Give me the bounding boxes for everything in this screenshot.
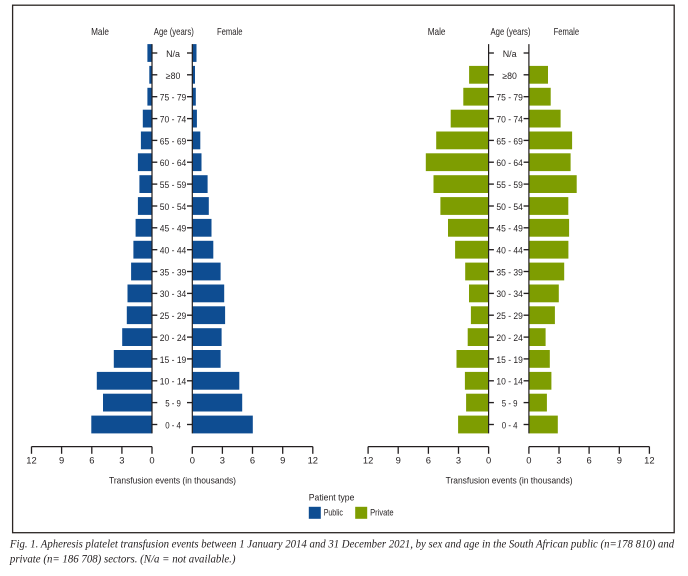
- svg-text:30 - 34: 30 - 34: [496, 289, 523, 299]
- svg-text:65 - 69: 65 - 69: [160, 136, 187, 146]
- svg-text:3: 3: [556, 454, 561, 465]
- svg-text:70 - 74: 70 - 74: [496, 115, 523, 125]
- svg-text:9: 9: [59, 454, 64, 465]
- svg-text:Fig. 1. Apheresis platelet tra: Fig. 1. Apheresis platelet transfusion e…: [9, 538, 675, 550]
- svg-text:20 - 24: 20 - 24: [496, 333, 523, 343]
- svg-text:15 - 19: 15 - 19: [496, 355, 523, 365]
- svg-text:25 - 29: 25 - 29: [160, 311, 187, 321]
- svg-text:9: 9: [617, 454, 622, 465]
- svg-text:6: 6: [250, 454, 255, 465]
- svg-text:Female: Female: [217, 27, 243, 38]
- svg-text:15 - 19: 15 - 19: [160, 355, 187, 365]
- svg-text:60 - 64: 60 - 64: [496, 158, 523, 168]
- svg-text:55 - 59: 55 - 59: [160, 180, 187, 190]
- svg-text:N/a: N/a: [503, 49, 517, 59]
- svg-text:6: 6: [426, 454, 431, 465]
- svg-text:75 - 79: 75 - 79: [160, 93, 187, 103]
- svg-text:N/a: N/a: [166, 49, 180, 59]
- svg-text:50 - 54: 50 - 54: [496, 202, 523, 212]
- svg-text:Male: Male: [91, 27, 109, 38]
- svg-text:Public: Public: [324, 507, 343, 518]
- svg-text:0: 0: [486, 454, 491, 465]
- svg-text:35 - 39: 35 - 39: [496, 267, 523, 277]
- svg-text:40 - 44: 40 - 44: [160, 246, 187, 256]
- svg-text:45 - 49: 45 - 49: [496, 224, 523, 234]
- svg-text:65 - 69: 65 - 69: [496, 136, 523, 146]
- svg-text:3: 3: [456, 454, 461, 465]
- svg-text:6: 6: [89, 454, 94, 465]
- svg-text:5 - 9: 5 - 9: [502, 399, 518, 409]
- svg-text:0 - 4: 0 - 4: [165, 420, 181, 430]
- svg-text:12: 12: [363, 454, 373, 465]
- svg-text:6: 6: [586, 454, 591, 465]
- svg-text:75 - 79: 75 - 79: [496, 93, 523, 103]
- svg-text:12: 12: [308, 454, 318, 465]
- svg-text:0: 0: [190, 454, 195, 465]
- svg-text:Transfusion events (in thousan: Transfusion events (in thousands): [446, 475, 573, 486]
- svg-text:55 - 59: 55 - 59: [496, 180, 523, 190]
- svg-text:60 - 64: 60 - 64: [160, 158, 187, 168]
- svg-text:45 - 49: 45 - 49: [160, 224, 187, 234]
- svg-text:Female: Female: [554, 27, 580, 38]
- svg-text:10 - 14: 10 - 14: [496, 377, 523, 387]
- svg-text:25 - 29: 25 - 29: [496, 311, 523, 321]
- svg-text:3: 3: [220, 454, 225, 465]
- svg-text:0 - 4: 0 - 4: [502, 420, 518, 430]
- svg-text:≥80: ≥80: [166, 71, 181, 81]
- svg-text:9: 9: [280, 454, 285, 465]
- svg-text:Private: Private: [370, 507, 394, 518]
- svg-text:0: 0: [526, 454, 531, 465]
- svg-text:private (n= 186 708) sectors.: private (n= 186 708) sectors. (N/a = not…: [9, 553, 236, 565]
- svg-text:12: 12: [26, 454, 36, 465]
- svg-text:Age (years): Age (years): [154, 27, 194, 38]
- svg-text:12: 12: [644, 454, 654, 465]
- svg-text:Transfusion events (in thousan: Transfusion events (in thousands): [109, 475, 236, 486]
- svg-text:3: 3: [119, 454, 124, 465]
- svg-text:50 - 54: 50 - 54: [160, 202, 187, 212]
- svg-text:Age (years): Age (years): [491, 27, 531, 38]
- svg-text:35 - 39: 35 - 39: [160, 267, 187, 277]
- svg-text:40 - 44: 40 - 44: [496, 246, 523, 256]
- svg-text:30 - 34: 30 - 34: [160, 289, 187, 299]
- svg-text:Patient type: Patient type: [309, 493, 355, 504]
- svg-text:9: 9: [396, 454, 401, 465]
- svg-text:5 - 9: 5 - 9: [165, 399, 181, 409]
- svg-text:0: 0: [149, 454, 154, 465]
- svg-text:Male: Male: [428, 27, 446, 38]
- svg-text:10 - 14: 10 - 14: [160, 377, 187, 387]
- svg-text:20 - 24: 20 - 24: [160, 333, 187, 343]
- svg-text:70 - 74: 70 - 74: [160, 115, 187, 125]
- svg-text:≥80: ≥80: [502, 71, 517, 81]
